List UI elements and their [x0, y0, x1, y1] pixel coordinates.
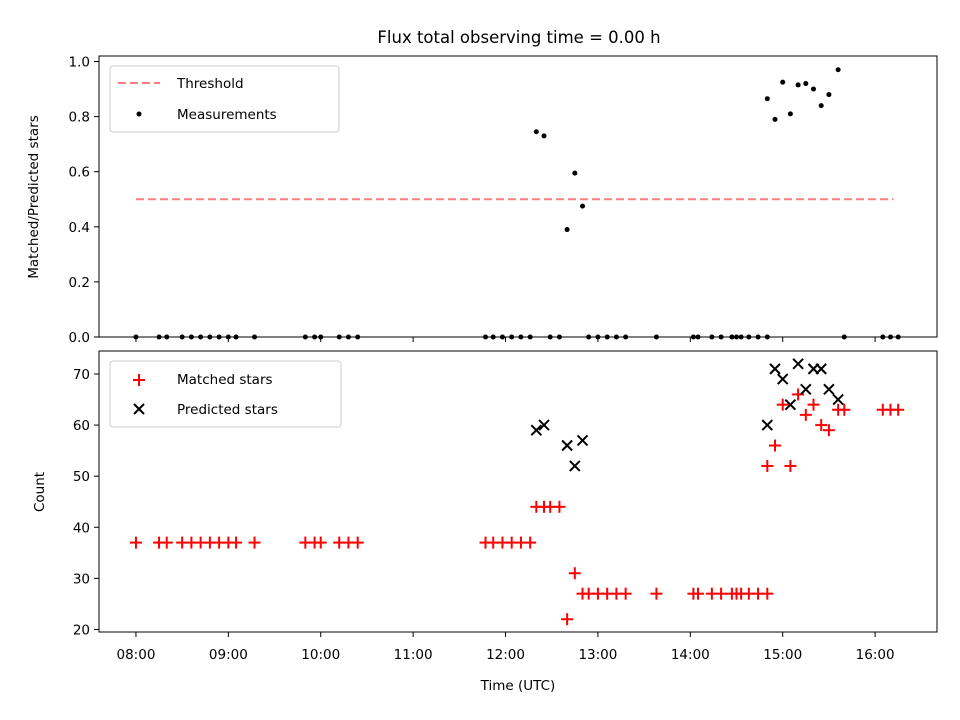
matched-star-point: [230, 536, 243, 549]
count-x-tick-label: 09:00: [209, 647, 248, 663]
count-x-axis: 08:00 09:00 10:00 11:00 12:00 13:00 14:00 15:00…: [117, 632, 895, 663]
matched-star-point: [568, 567, 581, 580]
predicted-star-point: [538, 419, 550, 431]
count-legend-box: [109, 360, 342, 428]
matched-star-point: [838, 403, 851, 416]
ratio-panel: 0.0 0.2 0.4 0.6 0.8 1.0 Matched/Predicted sta…: [26, 55, 938, 346]
count-points: [129, 358, 905, 626]
measurement-point: [787, 111, 793, 117]
predicted-star-point: [776, 373, 789, 385]
ratio-y-axis-label: Matched/Predicted stars: [26, 115, 42, 278]
count-x-tick-label: 14:00: [671, 647, 710, 663]
count-x-axis-label: Time (UTC): [480, 678, 556, 694]
count-y-axis-label: Count: [32, 472, 48, 512]
count-x-tick-label: 11:00: [394, 647, 433, 663]
matched-star-point: [715, 587, 728, 600]
predicted-star-point: [792, 358, 804, 370]
matched-star-point: [650, 587, 663, 600]
matched-star-point: [761, 459, 774, 472]
count-y-tick-label: 70: [73, 367, 90, 383]
count-y-tick-label: 50: [73, 469, 90, 485]
predicted-star-point: [576, 434, 589, 447]
matched-star-point: [248, 536, 261, 549]
predicted-star-point: [823, 383, 835, 396]
count-y-tick-label: 60: [73, 418, 90, 434]
matched-star-point: [815, 419, 828, 432]
measurement-point: [811, 86, 817, 92]
measurement-point: [803, 81, 809, 87]
ratio-legend-box: [109, 65, 340, 133]
matched-star-point: [892, 403, 905, 416]
matched-legend-label: Matched stars: [177, 372, 273, 388]
count-y-tick-label: 30: [73, 571, 90, 587]
matched-star-point: [761, 587, 774, 600]
ratio-y-tick-label: 0.2: [69, 275, 90, 291]
count-legend: Matched stars Predicted stars: [109, 360, 342, 428]
ratio-y-axis: 0.0 0.2 0.4 0.6 0.8 1.0: [69, 55, 99, 346]
matched-star-point: [799, 408, 812, 421]
matched-star-point: [692, 587, 705, 600]
measurement-point: [533, 129, 539, 135]
matched-star-point: [524, 536, 537, 549]
count-y-tick-label: 40: [73, 520, 90, 536]
measurement-point: [764, 96, 770, 102]
ratio-axes-frame: [98, 55, 938, 338]
measurements-legend-label: Measurements: [177, 107, 277, 123]
measurement-point: [780, 79, 786, 85]
measurement-point: [818, 103, 824, 109]
count-x-tick-label: 10:00: [301, 647, 340, 663]
count-x-tick-label: 08:00: [117, 647, 156, 663]
ratio-y-tick-label: 0.4: [69, 220, 90, 236]
matched-star-point: [561, 613, 574, 626]
matched-legend-swatch: [133, 374, 145, 386]
predicted-star-point: [761, 419, 774, 431]
count-x-tick-label: 12:00: [486, 647, 525, 663]
predicted-star-point: [561, 439, 573, 452]
count-y-tick-label: 20: [73, 622, 90, 638]
matched-star-point: [807, 398, 820, 411]
predicted-legend-swatch: [133, 403, 145, 415]
chart-title: Flux total observing time = 0.00 h: [377, 28, 660, 47]
ratio-y-tick-label: 0.8: [69, 110, 90, 126]
ratio-y-tick-label: 0.6: [69, 165, 90, 181]
matched-star-point: [784, 459, 797, 472]
predicted-star-point: [832, 393, 844, 406]
matched-star-point: [619, 587, 632, 600]
matched-star-point: [769, 439, 782, 452]
ratio-y-tick-label: 0.0: [69, 330, 90, 346]
matched-star-point: [314, 536, 327, 549]
threshold-legend-label: Threshold: [176, 76, 244, 92]
predicted-star-point: [800, 383, 812, 396]
count-y-axis: 20 30 40 50 60 70: [73, 367, 99, 638]
measurement-point: [826, 92, 832, 98]
count-x-tick-label: 13:00: [578, 647, 617, 663]
matched-star-point: [351, 536, 364, 549]
matched-star-point: [129, 536, 142, 549]
matched-star-point: [160, 536, 173, 549]
count-panel: 20 30 40 50 60 70 08:00 09:00 10:00 11:00 12:00 13…: [32, 350, 938, 694]
measurement-point: [572, 170, 578, 176]
measurements-legend-swatch: [136, 111, 142, 117]
predicted-star-point: [530, 424, 543, 436]
predicted-star-point: [815, 363, 827, 375]
predicted-star-point: [569, 460, 581, 472]
count-x-tick-label: 16:00: [856, 647, 895, 663]
measurement-point: [564, 227, 570, 233]
matched-star-point: [776, 398, 789, 411]
predicted-star-point: [784, 398, 797, 411]
measurement-point: [580, 203, 586, 209]
measurement-point: [772, 116, 778, 122]
count-x-tick-label: 15:00: [763, 647, 802, 663]
matched-star-point: [553, 500, 566, 513]
measurement-point: [541, 133, 547, 139]
count-axes-frame: [98, 350, 938, 633]
measurement-point: [795, 82, 801, 88]
predicted-legend-label: Predicted stars: [177, 402, 278, 418]
matched-star-point: [822, 424, 835, 437]
predicted-star-point: [769, 363, 781, 375]
ratio-legend: Threshold Measurements: [109, 65, 340, 133]
ratio-y-tick-label: 1.0: [69, 55, 90, 71]
measurement-point: [835, 67, 841, 73]
